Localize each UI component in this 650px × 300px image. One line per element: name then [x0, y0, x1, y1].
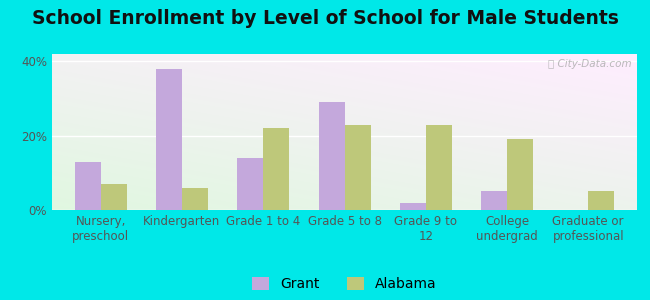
Bar: [426, 124, 452, 210]
Bar: [101, 184, 127, 210]
Text: School Enrollment by Level of School for Male Students: School Enrollment by Level of School for…: [32, 9, 618, 28]
Bar: [588, 191, 614, 210]
Bar: [156, 69, 182, 210]
Bar: [75, 162, 101, 210]
Text: ⓘ City-Data.com: ⓘ City-Data.com: [547, 59, 631, 69]
Bar: [318, 102, 344, 210]
Bar: [507, 140, 533, 210]
Bar: [400, 202, 426, 210]
Legend: Grant, Alabama: Grant, Alabama: [247, 272, 442, 297]
Bar: [237, 158, 263, 210]
Bar: [182, 188, 208, 210]
Bar: [481, 191, 507, 210]
Bar: [263, 128, 289, 210]
Bar: [344, 124, 370, 210]
